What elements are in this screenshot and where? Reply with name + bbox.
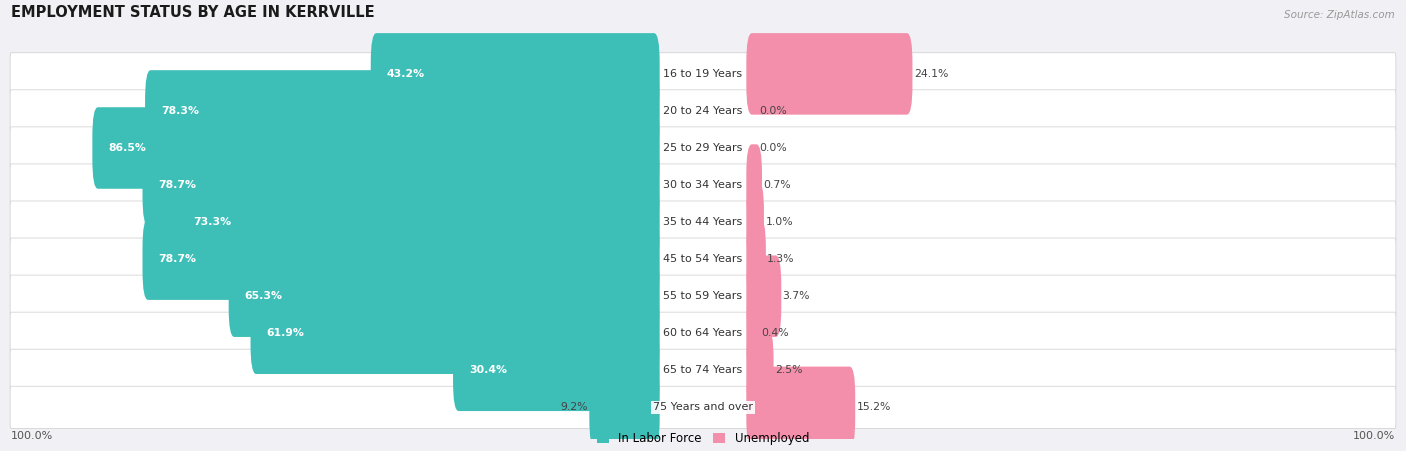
Text: 0.7%: 0.7% — [763, 180, 792, 190]
Text: 9.2%: 9.2% — [561, 402, 588, 412]
Text: 78.7%: 78.7% — [159, 254, 197, 264]
FancyBboxPatch shape — [371, 33, 659, 115]
Text: 65.3%: 65.3% — [245, 291, 283, 301]
FancyBboxPatch shape — [145, 70, 659, 152]
FancyBboxPatch shape — [10, 238, 1396, 280]
Text: 1.3%: 1.3% — [768, 254, 794, 264]
FancyBboxPatch shape — [177, 181, 659, 263]
FancyBboxPatch shape — [10, 275, 1396, 318]
Legend: In Labor Force, Unemployed: In Labor Force, Unemployed — [592, 428, 814, 450]
Text: 16 to 19 Years: 16 to 19 Years — [664, 69, 742, 79]
FancyBboxPatch shape — [10, 386, 1396, 428]
Text: 35 to 44 Years: 35 to 44 Years — [664, 217, 742, 227]
Text: 30 to 34 Years: 30 to 34 Years — [664, 180, 742, 190]
Text: 86.5%: 86.5% — [108, 143, 146, 153]
FancyBboxPatch shape — [747, 293, 761, 374]
FancyBboxPatch shape — [10, 349, 1396, 391]
Text: 0.4%: 0.4% — [762, 328, 789, 338]
FancyBboxPatch shape — [10, 127, 1396, 169]
Text: 2.5%: 2.5% — [775, 365, 803, 375]
Text: 25 to 29 Years: 25 to 29 Years — [664, 143, 742, 153]
Text: 73.3%: 73.3% — [193, 217, 232, 227]
Text: 61.9%: 61.9% — [267, 328, 305, 338]
FancyBboxPatch shape — [747, 218, 766, 300]
Text: 75 Years and over: 75 Years and over — [652, 402, 754, 412]
Text: 65 to 74 Years: 65 to 74 Years — [664, 365, 742, 375]
FancyBboxPatch shape — [747, 181, 763, 263]
Text: 15.2%: 15.2% — [856, 402, 891, 412]
FancyBboxPatch shape — [10, 90, 1396, 132]
Text: 20 to 24 Years: 20 to 24 Years — [664, 106, 742, 116]
Text: 78.7%: 78.7% — [159, 180, 197, 190]
Text: 0.0%: 0.0% — [759, 106, 786, 116]
Text: 60 to 64 Years: 60 to 64 Years — [664, 328, 742, 338]
FancyBboxPatch shape — [747, 144, 762, 226]
Text: 45 to 54 Years: 45 to 54 Years — [664, 254, 742, 264]
Text: 24.1%: 24.1% — [914, 69, 948, 79]
FancyBboxPatch shape — [10, 164, 1396, 206]
FancyBboxPatch shape — [10, 312, 1396, 354]
Text: 78.3%: 78.3% — [162, 106, 200, 116]
Text: Source: ZipAtlas.com: Source: ZipAtlas.com — [1284, 10, 1395, 20]
FancyBboxPatch shape — [589, 367, 659, 448]
Text: 55 to 59 Years: 55 to 59 Years — [664, 291, 742, 301]
Text: 3.7%: 3.7% — [783, 291, 810, 301]
FancyBboxPatch shape — [747, 367, 855, 448]
Text: EMPLOYMENT STATUS BY AGE IN KERRVILLE: EMPLOYMENT STATUS BY AGE IN KERRVILLE — [11, 5, 375, 20]
FancyBboxPatch shape — [747, 33, 912, 115]
Text: 100.0%: 100.0% — [1353, 431, 1395, 441]
Text: 43.2%: 43.2% — [387, 69, 425, 79]
Text: 100.0%: 100.0% — [11, 431, 53, 441]
Text: 1.0%: 1.0% — [765, 217, 793, 227]
FancyBboxPatch shape — [229, 255, 659, 337]
FancyBboxPatch shape — [142, 144, 659, 226]
FancyBboxPatch shape — [747, 330, 773, 411]
FancyBboxPatch shape — [250, 293, 659, 374]
Text: 0.0%: 0.0% — [759, 143, 786, 153]
FancyBboxPatch shape — [93, 107, 659, 189]
FancyBboxPatch shape — [142, 218, 659, 300]
FancyBboxPatch shape — [747, 255, 782, 337]
FancyBboxPatch shape — [10, 201, 1396, 243]
FancyBboxPatch shape — [453, 330, 659, 411]
FancyBboxPatch shape — [10, 53, 1396, 95]
Text: 30.4%: 30.4% — [470, 365, 508, 375]
